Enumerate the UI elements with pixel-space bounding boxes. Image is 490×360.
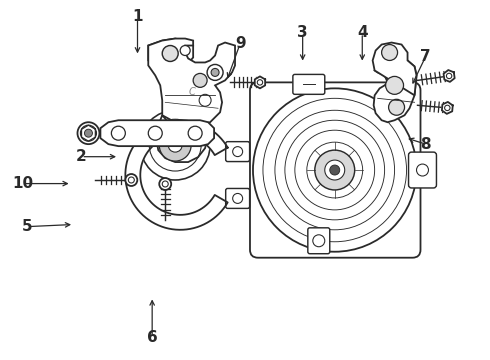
Circle shape bbox=[253, 88, 416, 252]
Circle shape bbox=[330, 165, 340, 175]
Text: 5: 5 bbox=[22, 219, 33, 234]
Circle shape bbox=[159, 178, 171, 190]
Circle shape bbox=[382, 45, 397, 60]
Circle shape bbox=[233, 147, 243, 157]
Circle shape bbox=[188, 126, 202, 140]
Circle shape bbox=[125, 174, 137, 186]
FancyBboxPatch shape bbox=[250, 82, 420, 258]
Circle shape bbox=[313, 235, 325, 247]
Text: 1: 1 bbox=[132, 9, 143, 24]
Circle shape bbox=[111, 126, 125, 140]
Text: 9: 9 bbox=[235, 36, 245, 51]
Circle shape bbox=[389, 99, 405, 115]
Circle shape bbox=[193, 73, 207, 87]
Circle shape bbox=[159, 129, 191, 161]
Text: 2: 2 bbox=[76, 149, 87, 164]
FancyBboxPatch shape bbox=[409, 152, 437, 188]
Text: 7: 7 bbox=[420, 49, 431, 64]
Circle shape bbox=[211, 68, 219, 76]
FancyBboxPatch shape bbox=[308, 228, 330, 254]
Circle shape bbox=[233, 193, 243, 203]
Circle shape bbox=[168, 138, 182, 152]
Circle shape bbox=[84, 129, 93, 137]
Circle shape bbox=[207, 64, 223, 80]
Text: 6: 6 bbox=[147, 330, 158, 345]
Text: C: C bbox=[189, 87, 196, 97]
Polygon shape bbox=[156, 115, 207, 162]
Polygon shape bbox=[443, 70, 455, 82]
Polygon shape bbox=[100, 120, 214, 146]
Polygon shape bbox=[148, 39, 193, 67]
Polygon shape bbox=[442, 102, 453, 114]
Circle shape bbox=[162, 45, 178, 62]
Circle shape bbox=[315, 150, 355, 190]
FancyBboxPatch shape bbox=[226, 141, 249, 162]
FancyBboxPatch shape bbox=[226, 189, 249, 208]
Circle shape bbox=[148, 126, 162, 140]
Circle shape bbox=[77, 122, 99, 144]
Circle shape bbox=[80, 125, 97, 141]
Circle shape bbox=[386, 76, 404, 94]
Text: 3: 3 bbox=[297, 26, 308, 40]
Text: 10: 10 bbox=[12, 176, 33, 191]
Text: 8: 8 bbox=[420, 137, 431, 152]
Text: 4: 4 bbox=[357, 26, 368, 40]
Circle shape bbox=[325, 160, 345, 180]
Polygon shape bbox=[148, 39, 235, 125]
Circle shape bbox=[180, 45, 190, 55]
Circle shape bbox=[199, 94, 211, 106]
FancyBboxPatch shape bbox=[293, 75, 325, 94]
Polygon shape bbox=[374, 58, 416, 122]
Polygon shape bbox=[125, 120, 228, 230]
Circle shape bbox=[416, 164, 428, 176]
Polygon shape bbox=[372, 42, 416, 95]
Polygon shape bbox=[255, 76, 265, 88]
Circle shape bbox=[140, 110, 210, 180]
